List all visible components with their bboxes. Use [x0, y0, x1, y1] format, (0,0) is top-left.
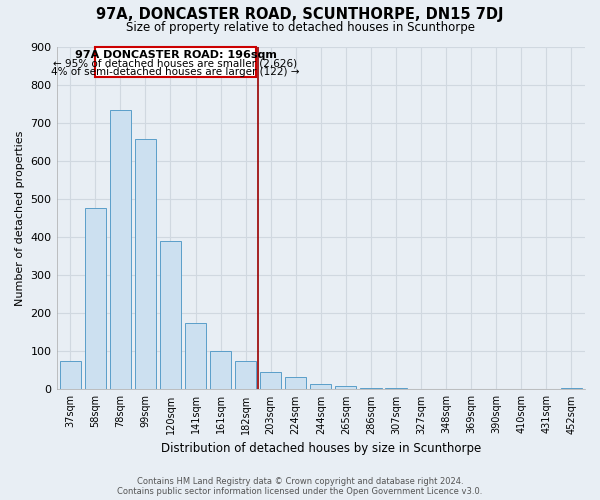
Bar	[135, 140, 156, 390]
Text: 97A, DONCASTER ROAD, SCUNTHORPE, DN15 7DJ: 97A, DONCASTER ROAD, SCUNTHORPE, DN15 7D…	[96, 8, 504, 22]
X-axis label: Distribution of detached houses by size in Scunthorpe: Distribution of detached houses by size …	[161, 442, 481, 455]
Bar	[210, 352, 231, 390]
Bar	[385, 388, 407, 390]
Bar	[235, 361, 256, 390]
Bar	[410, 388, 431, 390]
Bar	[85, 208, 106, 390]
Bar	[285, 377, 307, 390]
Bar	[335, 386, 356, 390]
Text: Contains HM Land Registry data © Crown copyright and database right 2024.
Contai: Contains HM Land Registry data © Crown c…	[118, 476, 482, 496]
Bar	[560, 388, 582, 390]
Bar	[59, 361, 81, 390]
Text: 97A DONCASTER ROAD: 196sqm: 97A DONCASTER ROAD: 196sqm	[74, 50, 277, 60]
Bar	[360, 388, 382, 390]
Bar	[260, 372, 281, 390]
Text: Size of property relative to detached houses in Scunthorpe: Size of property relative to detached ho…	[125, 21, 475, 34]
Bar	[310, 384, 331, 390]
Text: 4% of semi-detached houses are larger (122) →: 4% of semi-detached houses are larger (1…	[51, 67, 300, 77]
Bar	[160, 241, 181, 390]
Text: ← 95% of detached houses are smaller (2,626): ← 95% of detached houses are smaller (2,…	[53, 58, 298, 68]
Bar	[110, 110, 131, 390]
FancyBboxPatch shape	[95, 46, 256, 77]
Y-axis label: Number of detached properties: Number of detached properties	[15, 130, 25, 306]
Bar	[185, 322, 206, 390]
